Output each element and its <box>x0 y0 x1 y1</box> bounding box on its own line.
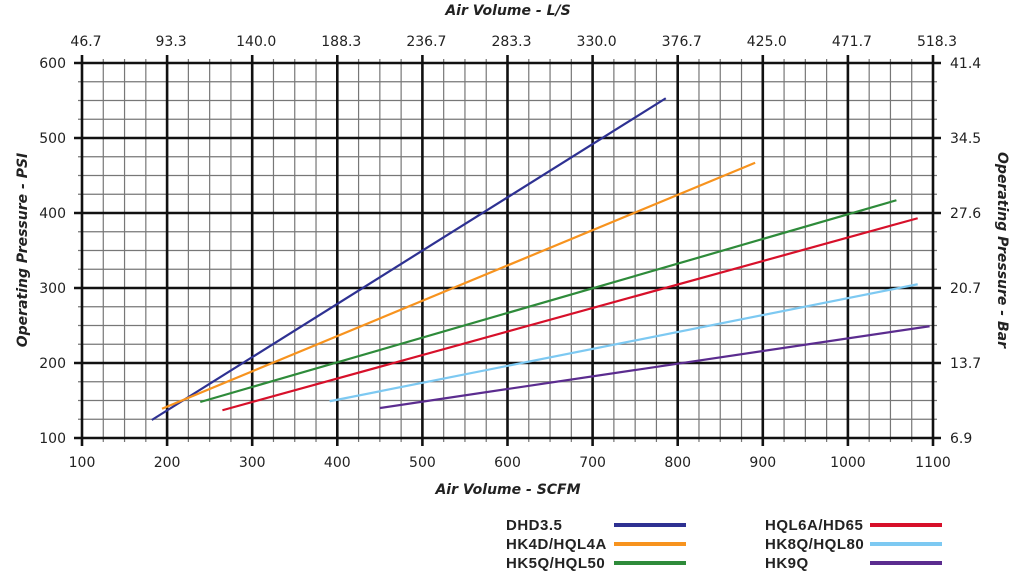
x-tick-label: 600 <box>494 455 521 471</box>
series-lines <box>151 97 930 421</box>
x-tick-label: 300 <box>239 455 266 471</box>
legend-label: DHD3.5 <box>506 517 562 534</box>
y-axis-title: Operating Pressure - PSI <box>15 153 31 348</box>
y2-tick-label: 20.7 <box>950 281 981 297</box>
y-tick-label: 300 <box>39 281 66 297</box>
x-tick-label: 800 <box>664 455 691 471</box>
x2-tick-label: 236.7 <box>406 34 446 50</box>
series-line-hql6a-hd65 <box>222 217 918 412</box>
x2-tick-label: 46.7 <box>70 34 101 50</box>
x2-tick-label: 140.0 <box>236 34 276 50</box>
y2-tick-label: 34.5 <box>950 131 981 147</box>
legend-label: HK4D/HQL4A <box>506 536 607 553</box>
y2-tick-label: 13.7 <box>950 356 981 372</box>
x2-tick-label: 425.0 <box>747 34 787 50</box>
x-tick-label: 700 <box>579 455 606 471</box>
y-tick-label: 600 <box>39 56 66 72</box>
x-tick-label: 100 <box>69 455 96 471</box>
y-tick-label: 400 <box>39 206 66 222</box>
x2-tick-label: 188.3 <box>321 34 361 50</box>
series-line-hk9q <box>379 325 930 410</box>
x2-tick-label: 283.3 <box>491 34 531 50</box>
legend-label: HQL6A/HD65 <box>765 517 863 534</box>
series-line-dhd3-5 <box>151 97 667 421</box>
y-tick-label: 100 <box>39 431 66 447</box>
x2-tick-label: 376.7 <box>662 34 702 50</box>
series-line-hk5q-hql50 <box>199 199 897 404</box>
x-tick-label: 1000 <box>830 455 866 471</box>
y-tick-label: 500 <box>39 131 66 147</box>
x-tick-label: 200 <box>154 455 181 471</box>
y2-tick-label: 27.6 <box>950 206 981 222</box>
grid <box>74 55 941 446</box>
x2-tick-label: 471.7 <box>832 34 872 50</box>
y2-tick-label: 6.9 <box>950 431 972 447</box>
y2-axis-title: Operating Pressure - Bar <box>994 152 1010 349</box>
legend-label: HK9Q <box>765 555 809 572</box>
x-axis-title: Air Volume - SCFM <box>434 482 580 498</box>
legend: DHD3.5 HK4D/HQL4A HK5Q/HQL50 HQL6A/HD65 HK8Q… <box>506 517 942 572</box>
x-tick-label: 400 <box>324 455 351 471</box>
legend-label: HK8Q/HQL80 <box>765 536 864 553</box>
y2-tick-label: 41.4 <box>950 56 981 72</box>
series-line-hk8q-hql80 <box>329 283 918 403</box>
x-tick-label: 1100 <box>915 455 951 471</box>
series-line-hk4d-hql4a <box>161 161 756 410</box>
legend-label: HK5Q/HQL50 <box>506 555 605 572</box>
x2-axis-title: Air Volume - L/S <box>444 3 570 19</box>
tick-labels: 100 46.7 200 93.3 300 140.0 400 188.3 500 236.7 60… <box>39 34 981 471</box>
x-tick-label: 900 <box>749 455 776 471</box>
x-tick-label: 500 <box>409 455 436 471</box>
x2-tick-label: 330.0 <box>577 34 617 50</box>
x2-tick-label: 93.3 <box>156 34 187 50</box>
y-tick-label: 200 <box>39 356 66 372</box>
x2-tick-label: 518.3 <box>917 34 957 50</box>
